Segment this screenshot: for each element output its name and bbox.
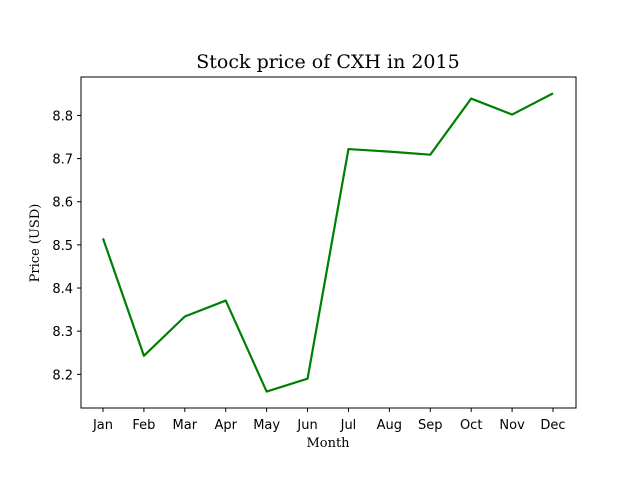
- x-axis: Jan Feb Mar Apr May Jun Jul Aug Sep Oct Nov Dec: [92, 408, 566, 433]
- y-tick-label: 8.6: [52, 196, 73, 211]
- y-tick-label: 8.4: [52, 282, 73, 297]
- x-axis-label: Month: [306, 436, 350, 451]
- y-tick-label: 8.5: [52, 239, 73, 254]
- x-tick-label: Dec: [540, 418, 565, 433]
- y-tick-label: 8.7: [52, 153, 73, 168]
- x-tick-label: Apr: [214, 418, 237, 433]
- chart-title: Stock price of CXH in 2015: [196, 51, 459, 73]
- x-tick-label: Sep: [418, 418, 443, 433]
- x-tick-label: Jul: [340, 418, 357, 433]
- y-tick-label: 8.3: [52, 325, 73, 340]
- x-tick-label: Nov: [499, 418, 525, 433]
- x-tick-label: Jan: [92, 418, 113, 433]
- x-tick-label: Mar: [173, 418, 198, 433]
- y-axis: 8.2 8.3 8.4 8.5 8.6 8.7 8.8: [52, 109, 81, 383]
- x-tick-label: Aug: [377, 418, 402, 433]
- x-tick-label: Jun: [296, 418, 317, 433]
- x-tick-label: Feb: [132, 418, 155, 433]
- y-tick-label: 8.8: [52, 109, 73, 124]
- y-tick-label: 8.2: [52, 368, 73, 383]
- series-layer: [101, 92, 554, 393]
- x-tick-label: Oct: [460, 418, 482, 433]
- series-line: [101, 92, 554, 393]
- x-tick-label: May: [253, 418, 280, 433]
- plot-area-frame: [80, 76, 577, 409]
- y-axis-label: Price (USD): [28, 204, 43, 283]
